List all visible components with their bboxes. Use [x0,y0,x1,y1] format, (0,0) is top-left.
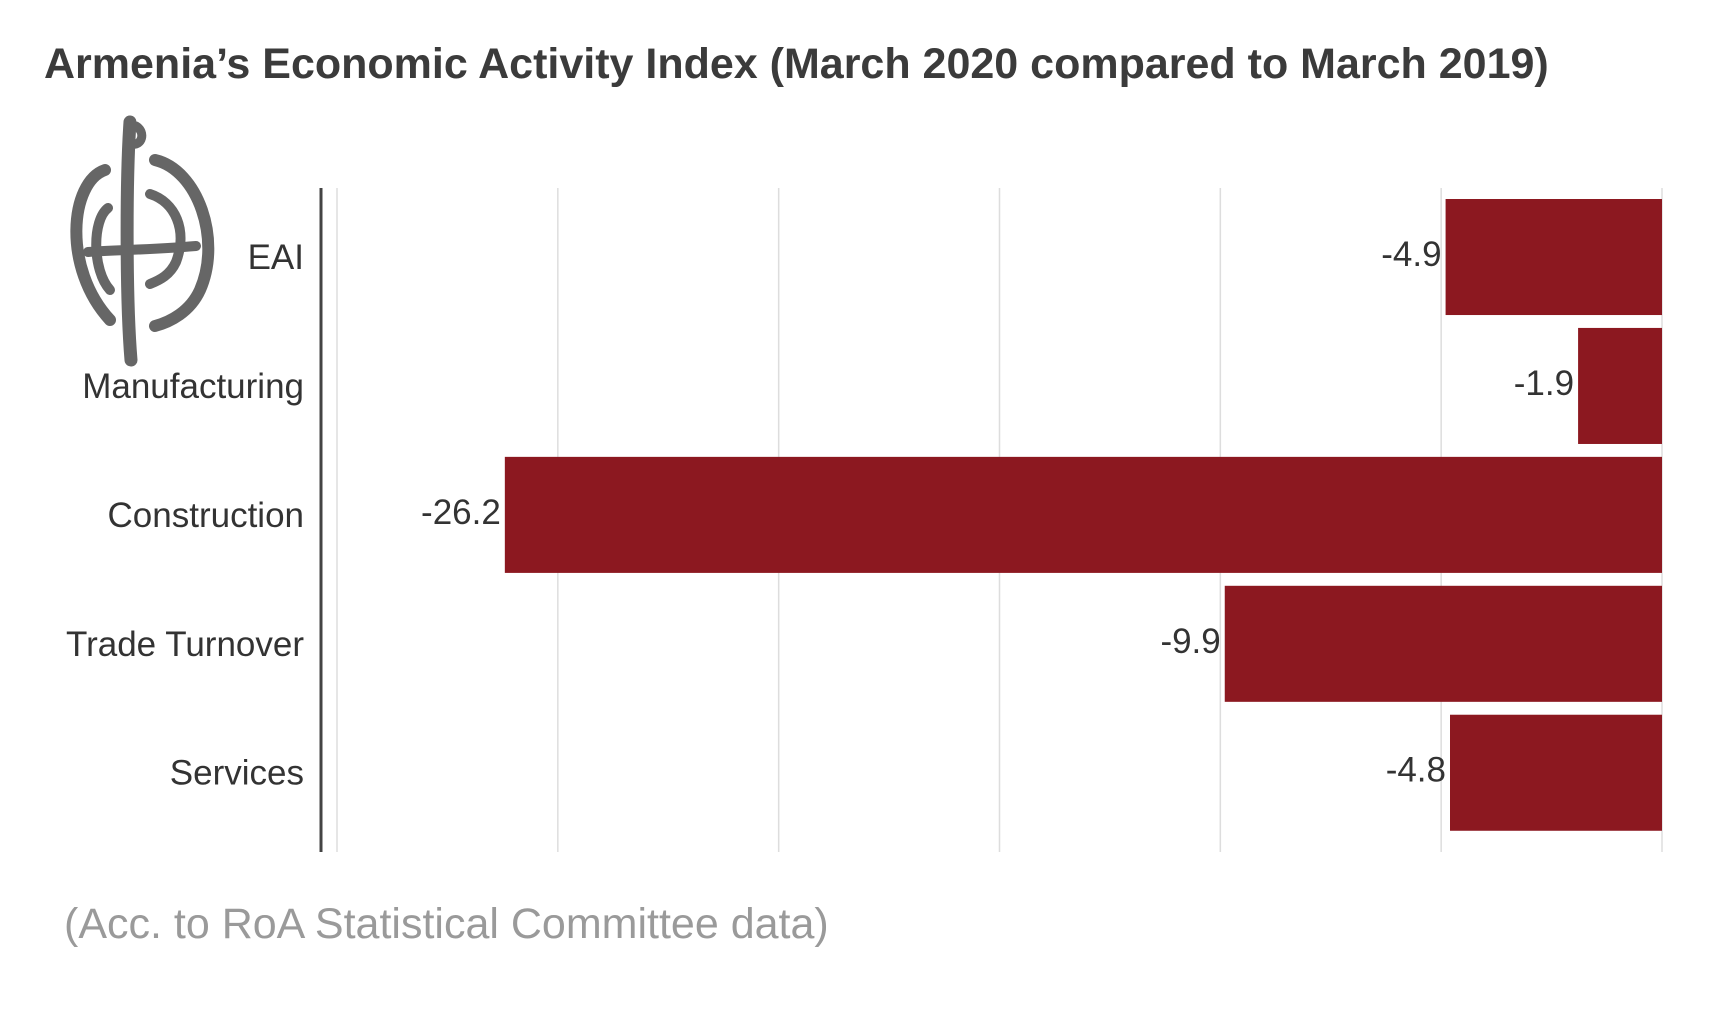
value-label-4: -4.8 [1386,751,1446,790]
value-label-1: -1.9 [1514,364,1574,403]
labels: EAI -4.9 Manufacturing -1.9 Construction -26.… [66,235,1574,793]
source-note: (Acc. to RoA Statistical Committee data) [64,900,829,948]
category-label-3: Trade Turnover [66,625,304,664]
bar-1 [1578,327,1662,444]
category-label-0: EAI [248,238,304,277]
value-label-0: -4.9 [1381,235,1441,274]
chart-title: Armenia’s Economic Activity Index (March… [44,40,1549,88]
value-label-3: -9.9 [1160,622,1220,661]
logo-icon [70,115,215,367]
bar-4 [1450,714,1662,831]
category-label-2: Construction [108,496,304,535]
bars [504,199,1662,831]
category-label-1: Manufacturing [82,367,304,406]
bar-3 [1224,585,1662,702]
category-label-4: Services [170,754,304,793]
bar-2 [504,456,1662,573]
bar-0 [1445,199,1662,316]
value-label-2: -26.2 [421,493,501,532]
